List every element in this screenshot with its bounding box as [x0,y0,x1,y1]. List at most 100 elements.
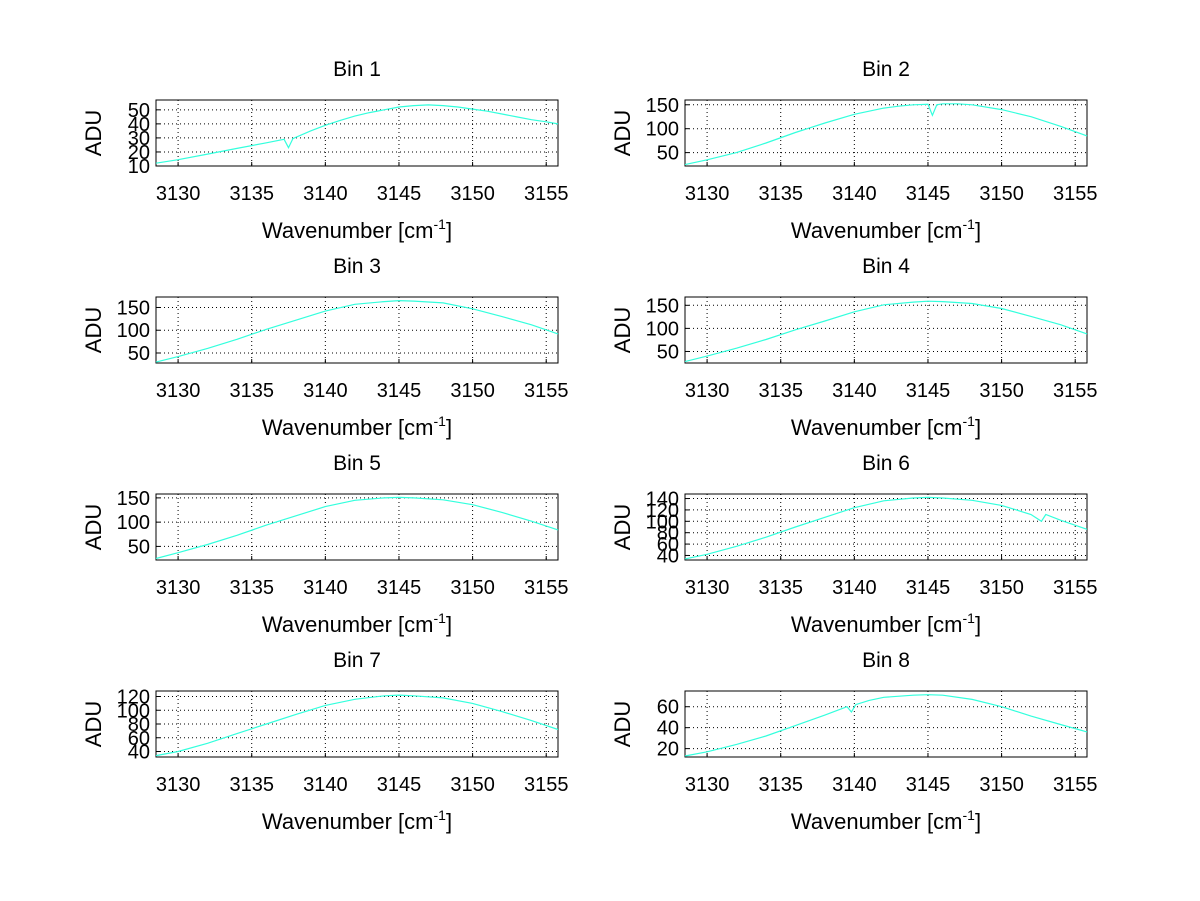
x-tick-label: 3150 [979,380,1024,402]
x-tick-label: 3150 [979,577,1024,599]
y-tick-label: 40 [128,114,150,136]
x-tick-label: 3130 [685,380,730,402]
subplot-title: Bin 7 [333,649,381,672]
x-tick-label: 3145 [906,577,951,599]
y-tick-label: 50 [128,536,150,558]
subplot-title: Bin 2 [862,58,910,81]
y-tick-label: 100 [646,119,679,141]
y-tick-label: 120 [117,687,150,709]
x-axis-label: Wavenumber [cm-1] [791,807,981,834]
spectrum-line [155,694,559,757]
x-tick-label: 3150 [979,183,1024,205]
x-tick-label: 3135 [229,380,274,402]
y-axis-label: ADU [610,307,635,353]
x-tick-label: 3135 [758,183,803,205]
y-tick-label: 150 [646,295,679,317]
x-tick-label: 3150 [450,577,495,599]
x-tick-label: 3150 [450,183,495,205]
y-tick-label: 50 [128,100,150,122]
x-tick-label: 3130 [156,380,201,402]
spectrum-line [155,299,559,363]
subplot-title: Bin 6 [862,452,910,475]
subplot-title: Bin 1 [333,58,381,81]
x-tick-label: 3130 [685,774,730,796]
spectrum-line [155,496,559,560]
x-tick-label: 3155 [524,183,569,205]
x-axis-label: Wavenumber [cm-1] [262,216,452,243]
y-tick-label: 40 [657,718,679,740]
x-tick-label: 3135 [758,577,803,599]
x-tick-label: 3140 [303,183,348,205]
subplot-title: Bin 4 [862,255,910,278]
y-tick-label: 100 [646,318,679,340]
y-tick-label: 80 [657,523,679,545]
x-tick-label: 3130 [685,183,730,205]
y-tick-label: 40 [657,545,679,567]
y-tick-label: 20 [128,142,150,164]
axes-box [155,493,559,561]
x-tick-label: 3145 [377,380,422,402]
x-tick-label: 3135 [229,577,274,599]
y-tick-label: 20 [657,739,679,761]
y-tick-label: 150 [117,297,150,319]
y-tick-label: 150 [117,488,150,510]
axes-box [684,99,1088,167]
x-tick-label: 3145 [377,774,422,796]
y-axis-label: ADU [610,701,635,747]
spectrum-line [684,694,1088,757]
x-tick-label: 3145 [906,183,951,205]
x-tick-label: 3155 [524,577,569,599]
y-tick-label: 60 [657,534,679,556]
y-axis-label: ADU [610,110,635,156]
x-tick-label: 3145 [377,577,422,599]
axes-box [684,296,1088,364]
y-tick-label: 50 [657,143,679,165]
x-tick-label: 3130 [685,577,730,599]
x-tick-label: 3145 [906,380,951,402]
x-tick-label: 3135 [229,774,274,796]
axes-box [684,690,1088,758]
x-tick-label: 3145 [906,774,951,796]
x-tick-label: 3135 [229,183,274,205]
subplot-title: Bin 5 [333,452,381,475]
x-tick-label: 3155 [524,774,569,796]
y-tick-label: 100 [646,511,679,533]
y-axis-label: ADU [81,701,106,747]
x-tick-label: 3140 [303,380,348,402]
y-tick-label: 60 [657,697,679,719]
x-tick-label: 3130 [156,774,201,796]
y-axis-label: ADU [610,504,635,550]
y-tick-label: 80 [128,714,150,736]
y-tick-label: 30 [128,128,150,150]
x-axis-label: Wavenumber [cm-1] [262,807,452,834]
x-tick-label: 3155 [1053,380,1098,402]
x-tick-label: 3140 [303,577,348,599]
y-tick-label: 50 [128,343,150,365]
y-tick-label: 60 [128,728,150,750]
axes-box [155,99,559,167]
x-axis-label: Wavenumber [cm-1] [791,413,981,440]
y-tick-label: 100 [117,512,150,534]
y-tick-label: 10 [128,156,150,178]
y-tick-label: 140 [646,489,679,511]
x-tick-label: 3135 [758,380,803,402]
x-tick-label: 3150 [450,774,495,796]
subplot-title: Bin 8 [862,649,910,672]
x-tick-label: 3155 [524,380,569,402]
spectrum-line [684,496,1088,560]
x-tick-label: 3130 [156,577,201,599]
y-tick-label: 100 [117,320,150,342]
y-tick-label: 150 [646,95,679,117]
x-tick-label: 3135 [758,774,803,796]
x-tick-label: 3150 [979,774,1024,796]
x-tick-label: 3155 [1053,774,1098,796]
